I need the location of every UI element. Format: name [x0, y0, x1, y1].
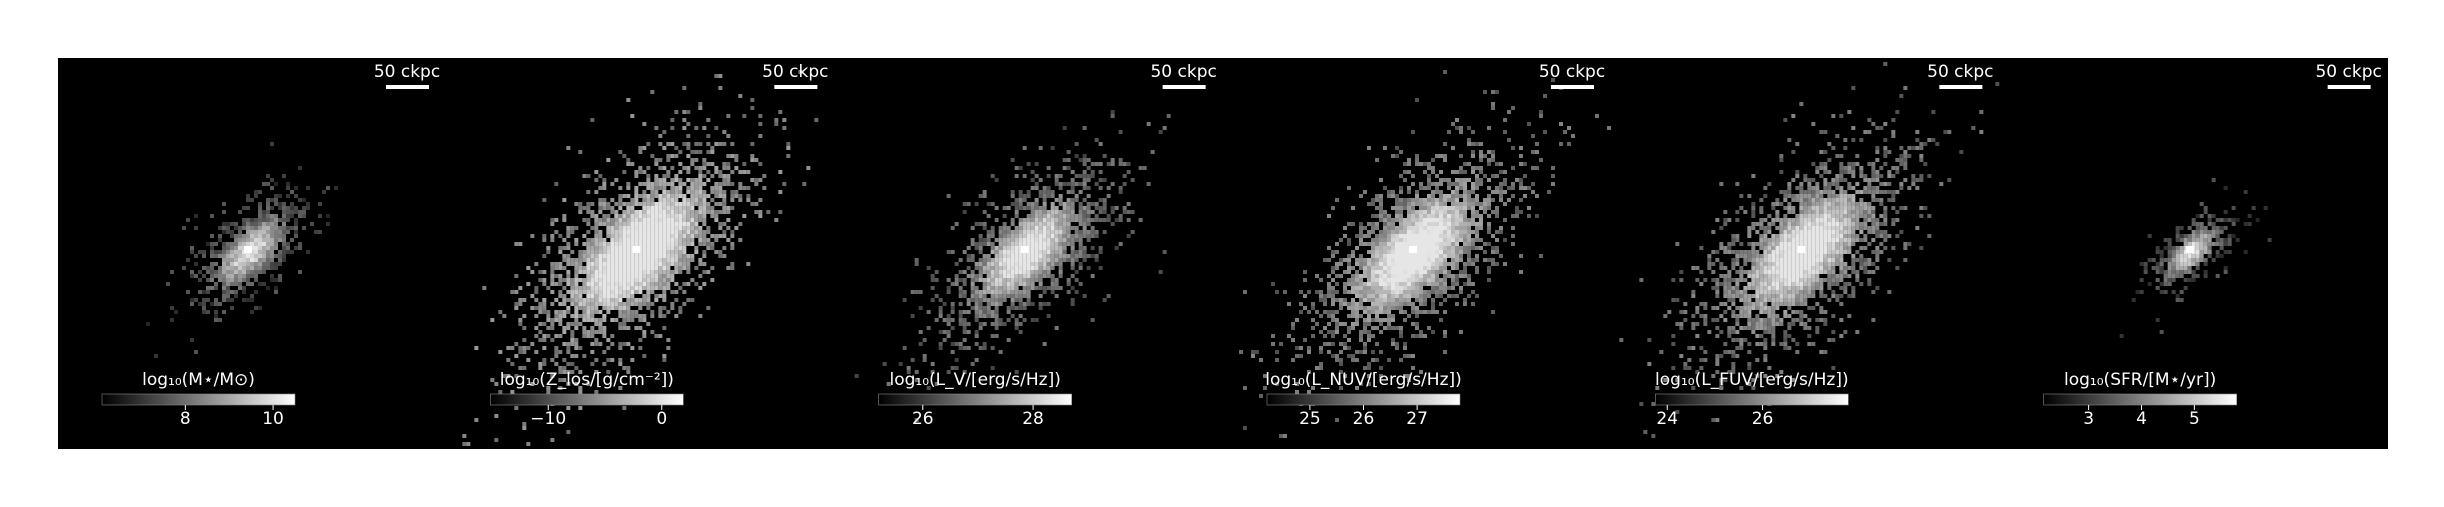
scale-bar — [774, 85, 818, 89]
colorbar-tick-label: 8 — [180, 409, 191, 429]
galaxy-core — [2185, 246, 2194, 253]
scale-label: 50 ckpc — [1150, 62, 1216, 82]
panel: 50 ckpc log₁₀(SFR/[M⋆/yr]) 3 4 5 — [2043, 62, 2382, 429]
scale-label: 50 ckpc — [1539, 62, 1605, 82]
colorbar — [490, 393, 684, 406]
colorbar-tick-label: 28 — [1022, 409, 1044, 429]
galaxy-core — [1409, 246, 1417, 253]
colorbar-tick-label: 4 — [2136, 409, 2147, 429]
galaxy-core — [1020, 246, 1029, 253]
panel: 50 ckpc log₁₀(L_FUV/[erg/s/Hz]) 24 26 — [1619, 62, 2000, 438]
scale-bar — [1939, 85, 1983, 89]
colorbar-tick-label: 26 — [912, 409, 934, 429]
galaxy-image — [462, 70, 819, 446]
colorbar-label: log₁₀(L_FUV/[erg/s/Hz]) — [1655, 370, 1849, 390]
colorbar-tick-label: 26 — [1752, 409, 1774, 429]
scale-bar — [1162, 85, 1206, 89]
colorbar-tick-label: 24 — [1656, 409, 1678, 429]
colorbar-tick-label: 5 — [2189, 409, 2200, 429]
colorbar-tick-label: 3 — [2083, 409, 2094, 429]
galaxy-image — [146, 142, 338, 358]
galaxy-core — [1797, 246, 1806, 253]
panel: 50 ckpc log₁₀(M⋆/M⊙) 8 10 — [101, 62, 440, 429]
scale-bar — [1551, 85, 1594, 89]
colorbar-label: log₁₀(L_NUV/[erg/s/Hz]) — [1265, 370, 1462, 390]
galaxy-core — [244, 246, 252, 253]
colorbar — [878, 393, 1072, 406]
panel: 50 ckpc log₁₀(Z_los/[g/cm⁻²]) −10 0 — [462, 62, 829, 446]
scale-label: 50 ckpc — [374, 62, 440, 82]
scale-label: 50 ckpc — [1927, 62, 1993, 82]
colorbar-tick-label: 10 — [262, 409, 284, 429]
galaxy-image — [1619, 62, 2000, 438]
panel: 50 ckpc log₁₀(L_NUV/[erg/s/Hz]) 25 26 27 — [1239, 62, 1611, 438]
colorbar — [2043, 393, 2237, 406]
colorbar-tick-label: 27 — [1406, 409, 1428, 429]
galaxy-image — [854, 110, 1171, 422]
colorbar — [1266, 393, 1461, 406]
galaxy-image — [1239, 70, 1611, 438]
colorbar — [101, 393, 296, 406]
colorbar-tick-label: 26 — [1353, 409, 1375, 429]
colorbar-label: log₁₀(SFR/[M⋆/yr]) — [2064, 370, 2216, 390]
colorbar-tick-label: 25 — [1299, 409, 1321, 429]
panel: 50 ckpc log₁₀(L_V/[erg/s/Hz]) 26 28 — [854, 62, 1217, 429]
scale-label: 50 ckpc — [762, 62, 828, 82]
scale-label: 50 ckpc — [2315, 62, 2381, 82]
scale-bar — [2327, 85, 2371, 89]
galaxy-core — [632, 246, 641, 253]
colorbar-tick-label: 0 — [656, 409, 667, 429]
colorbar-label: log₁₀(M⋆/M⊙) — [142, 370, 255, 390]
colorbar-label: log₁₀(L_V/[erg/s/Hz]) — [889, 370, 1060, 390]
colorbar — [1655, 393, 1849, 406]
colorbar-tick-label: −10 — [530, 409, 566, 429]
scale-bar — [386, 85, 429, 89]
colorbar-label: log₁₀(Z_los/[g/cm⁻²]) — [500, 370, 674, 390]
image-strip — [58, 58, 2388, 449]
